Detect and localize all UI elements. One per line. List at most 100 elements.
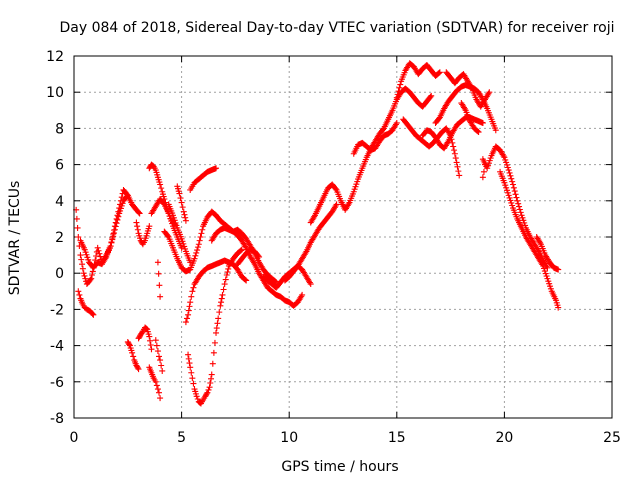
data-point [146, 223, 153, 230]
data-point [211, 339, 218, 346]
data-point [517, 209, 524, 216]
data-point [435, 70, 442, 77]
tick-labels: 0 5 10 15 20 25 -8 -6 -4 -2 0 2 4 6 8 10 12 [46, 49, 621, 446]
data-point [94, 244, 101, 251]
data-point [74, 224, 81, 231]
data-point [189, 375, 196, 382]
data-point [456, 172, 463, 179]
plot-frame [73, 55, 613, 419]
y-tick-label: 0 [55, 266, 64, 282]
data-point [146, 333, 153, 340]
data-point [153, 382, 160, 389]
data-point [511, 188, 518, 195]
data-point [134, 223, 141, 230]
data-point [196, 237, 203, 244]
data-point [210, 349, 217, 356]
data-point [135, 209, 142, 216]
data-point [157, 395, 164, 402]
data-point [77, 252, 84, 259]
data-point [154, 259, 161, 266]
data-point [250, 259, 257, 266]
data-point [474, 128, 481, 135]
data-point [512, 191, 519, 198]
data-point [394, 91, 401, 98]
data-point [82, 275, 89, 282]
data-point [214, 320, 221, 327]
data-point [539, 261, 546, 268]
data-point [134, 226, 141, 233]
data-point [194, 247, 201, 254]
data-point [393, 94, 400, 101]
data-point [505, 167, 512, 174]
data-point [500, 152, 507, 159]
data-point [205, 386, 212, 393]
data-point [218, 299, 225, 306]
data-point [187, 299, 194, 306]
data-point [332, 202, 339, 209]
data-point [134, 364, 141, 371]
data-point [480, 168, 487, 175]
data-point [450, 143, 457, 150]
data-point [213, 329, 220, 336]
data-point [222, 276, 229, 283]
data-point [147, 337, 154, 344]
data-point [492, 127, 499, 134]
data-point [508, 175, 515, 182]
data-point [507, 172, 514, 179]
chart-title: Day 084 of 2018, Sidereal Day-to-day VTE… [59, 20, 614, 36]
data-point [510, 184, 517, 191]
data-point [97, 253, 104, 260]
data-point [428, 92, 435, 99]
y-tick-label: -4 [50, 339, 64, 355]
data-point [89, 310, 96, 317]
data-point [555, 304, 562, 311]
data-point [452, 155, 459, 162]
data-point [153, 342, 160, 349]
data-point [110, 233, 117, 240]
data-point [149, 162, 156, 169]
x-tick-label: 0 [70, 430, 79, 446]
data-point [188, 369, 195, 376]
data-point [192, 252, 199, 259]
data-point [237, 247, 244, 254]
data-point [75, 234, 82, 240]
data-point [333, 201, 340, 208]
data-point [516, 206, 523, 213]
data-point [79, 261, 86, 268]
data-point [154, 348, 161, 355]
data-point [455, 168, 462, 175]
data-point [130, 353, 137, 360]
data-point [113, 220, 120, 227]
data-point [311, 213, 318, 220]
data-point [123, 193, 130, 200]
data-point [544, 264, 551, 271]
data-point [208, 375, 215, 382]
data-point [516, 203, 523, 210]
data-point [190, 380, 197, 387]
data-point [555, 266, 562, 273]
data-point [193, 249, 200, 256]
data-point [73, 215, 80, 222]
data-point [96, 250, 103, 257]
data-point [396, 84, 403, 91]
x-axis-label: GPS time / hours [281, 459, 398, 475]
data-point [213, 325, 220, 332]
data-point [143, 325, 150, 332]
data-point [514, 197, 521, 204]
data-point [515, 200, 522, 207]
data-point [148, 346, 155, 353]
data-point [157, 181, 164, 188]
data-point [243, 277, 250, 284]
data-point [453, 159, 460, 166]
data-point [206, 384, 213, 391]
data-point [157, 293, 164, 300]
data-point [182, 319, 189, 326]
x-tick-label: 5 [177, 430, 186, 446]
data-point [220, 286, 227, 293]
data-point [139, 329, 146, 336]
data-point [79, 265, 86, 272]
data-point [238, 246, 245, 253]
data-point [256, 253, 263, 260]
data-point [102, 255, 109, 262]
data-point [185, 307, 192, 314]
